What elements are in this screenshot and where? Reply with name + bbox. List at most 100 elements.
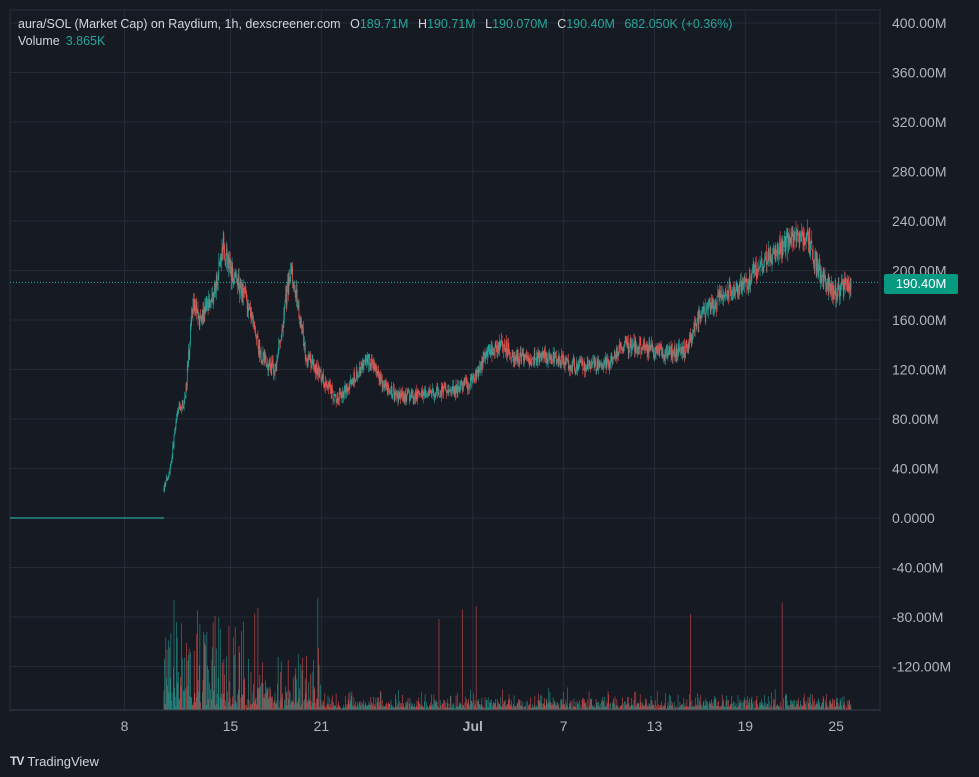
volume-bar <box>631 705 633 710</box>
volume-bar <box>439 700 441 710</box>
volume-bar <box>837 707 839 710</box>
volume-bar <box>375 697 377 710</box>
candle-body <box>657 347 659 351</box>
candle-body <box>494 353 495 355</box>
volume-bar <box>609 704 611 710</box>
candle-body <box>722 293 724 298</box>
volume-bar <box>826 703 828 710</box>
candle-body <box>455 385 456 395</box>
volume-bar <box>284 699 285 710</box>
volume-bar <box>416 700 418 710</box>
volume-bar <box>200 708 202 710</box>
candle-body <box>752 266 754 272</box>
volume-bar <box>229 698 231 710</box>
candle-body <box>622 349 623 351</box>
candle-body <box>403 394 405 401</box>
volume-bar <box>582 697 584 710</box>
volume-bar <box>576 708 577 710</box>
candle-body <box>381 376 383 387</box>
volume-bar <box>759 704 761 710</box>
volume-bar <box>516 703 518 710</box>
volume-bar <box>532 706 534 710</box>
volume-bar <box>445 707 447 710</box>
volume-bar <box>812 707 814 710</box>
candle-body <box>719 291 721 294</box>
volume-bar <box>465 708 467 710</box>
candle-body <box>632 343 634 346</box>
candle-body <box>558 355 560 361</box>
candle-body <box>793 233 795 241</box>
volume-bar <box>319 706 321 710</box>
candle-body <box>235 274 237 277</box>
volume-bar <box>220 693 222 710</box>
candle-body <box>740 280 741 282</box>
volume-bar <box>275 703 276 710</box>
candle-body <box>682 346 683 355</box>
candle-body <box>167 478 169 480</box>
candle-body <box>375 366 377 369</box>
candle-body <box>753 266 755 273</box>
candle-body <box>791 231 792 244</box>
volume-bar <box>328 704 329 710</box>
volume-bar <box>560 699 562 710</box>
candle-body <box>396 394 398 398</box>
volume-bar <box>593 706 594 710</box>
candle-body <box>312 360 314 362</box>
candle-body <box>783 244 784 246</box>
candle-body <box>541 355 543 358</box>
volume-bar <box>180 685 182 710</box>
tradingview-footer[interactable]: TV TradingView <box>10 751 99 771</box>
volume-bar <box>176 622 177 710</box>
candle-body <box>165 480 167 485</box>
candle-body <box>354 381 356 383</box>
candle-body <box>189 343 191 354</box>
candle-body <box>716 307 717 309</box>
candle-body <box>820 269 822 281</box>
candle-body <box>236 276 238 284</box>
volume-bar <box>209 707 211 710</box>
candle-body <box>206 301 208 304</box>
candle-body <box>567 359 569 368</box>
volume-bar <box>327 695 329 710</box>
volume-bar <box>777 704 779 710</box>
volume-bar <box>788 705 789 710</box>
volume-bar <box>518 698 519 710</box>
candle-body <box>302 326 304 329</box>
candle-body <box>423 392 425 396</box>
y-tick-label: 320.00M <box>892 114 946 130</box>
candle-body <box>533 359 534 362</box>
candle-body <box>526 353 528 358</box>
candle-body <box>734 294 736 296</box>
volume-bar <box>329 707 331 710</box>
candle-body <box>373 363 375 369</box>
candle-body <box>649 343 651 348</box>
candle-body <box>487 350 489 357</box>
volume-bar <box>680 704 682 710</box>
candle-body <box>266 364 268 366</box>
volume-bar <box>248 658 249 710</box>
volume-bar <box>723 706 725 710</box>
volume-bar <box>660 704 661 710</box>
candle-body <box>326 383 328 387</box>
candle-body <box>480 361 482 370</box>
candle-body <box>525 356 526 358</box>
volume-bar <box>309 698 310 710</box>
candle-body <box>243 288 244 298</box>
candle-body <box>622 346 624 351</box>
volume-bar <box>646 706 648 710</box>
volume-bar <box>349 691 351 710</box>
candle-body <box>845 279 847 282</box>
volume-bar <box>227 691 228 710</box>
volume-bar <box>312 702 314 710</box>
volume-bar <box>418 697 420 710</box>
volume-bar <box>803 693 805 710</box>
volume-bar <box>691 700 693 710</box>
volume-bar <box>725 707 726 710</box>
candle-body <box>617 352 619 356</box>
candle-body <box>516 354 518 361</box>
candle-body <box>251 313 252 318</box>
candle-body <box>409 397 411 400</box>
volume-bar <box>786 694 787 710</box>
candle-body <box>334 394 336 395</box>
